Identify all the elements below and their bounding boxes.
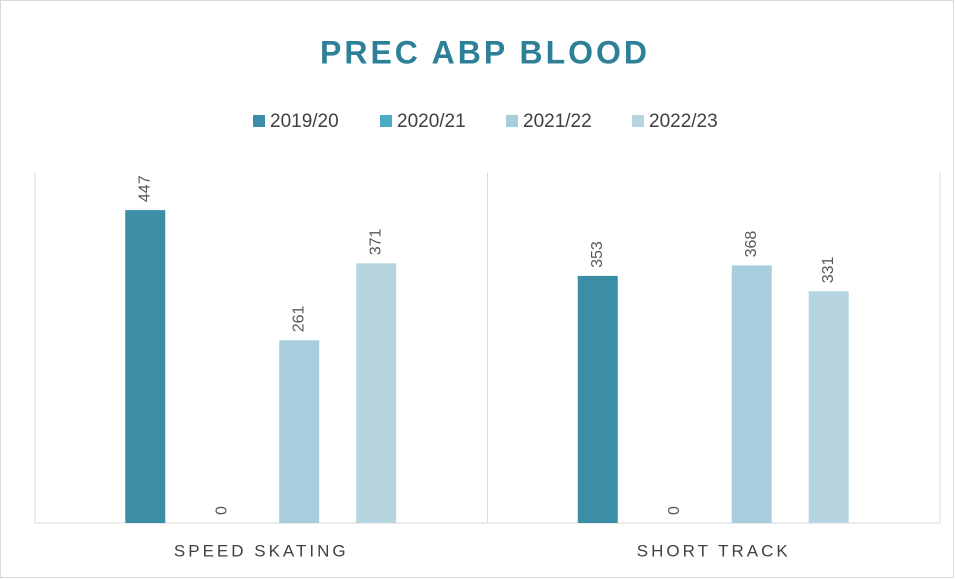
data-label: 0 (213, 506, 230, 515)
data-label: 261 (290, 306, 307, 333)
legend-swatch (380, 115, 392, 127)
bar (356, 263, 397, 523)
bar (279, 340, 320, 523)
bar (577, 275, 618, 523)
x-tick-label: SHORT TRACK (637, 541, 791, 560)
bar (731, 265, 772, 523)
chart-title: PREC ABP BLOOD (320, 34, 650, 70)
legend-swatch (506, 115, 518, 127)
data-label: 371 (367, 229, 384, 256)
data-label: 331 (820, 257, 837, 284)
legend-label: 2019/20 (270, 111, 339, 132)
data-label: 368 (743, 231, 760, 258)
data-label: 0 (666, 506, 683, 515)
legend-swatch (632, 115, 644, 127)
data-label: 447 (136, 175, 153, 202)
legend-label: 2022/23 (649, 111, 718, 132)
legend-label: 2021/22 (523, 111, 592, 132)
bar (808, 291, 849, 523)
x-tick-label: SPEED SKATING (174, 541, 349, 560)
legend-label: 2020/21 (397, 111, 466, 132)
data-label: 353 (589, 241, 606, 268)
legend-swatch (253, 115, 265, 127)
bar (125, 210, 166, 523)
